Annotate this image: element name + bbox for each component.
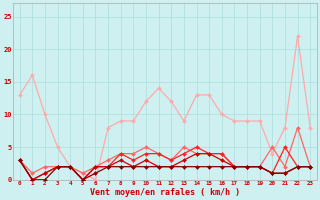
X-axis label: Vent moyen/en rafales ( km/h ): Vent moyen/en rafales ( km/h )	[90, 188, 240, 197]
